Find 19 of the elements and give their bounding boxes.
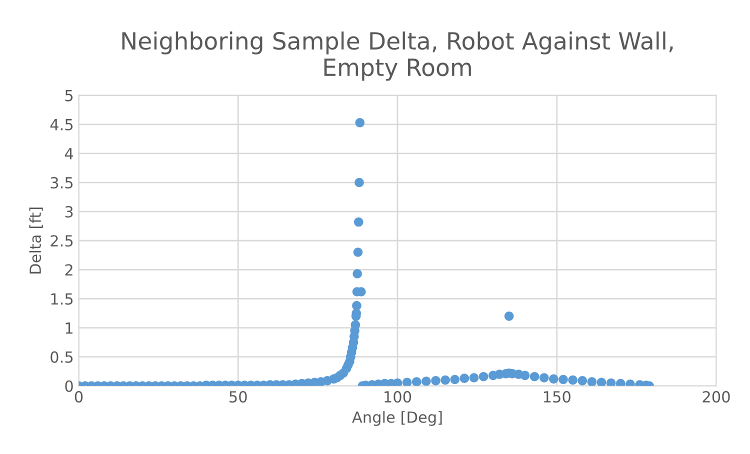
- y-tick-label: 2.5: [50, 235, 73, 247]
- y-tick-label: 3: [65, 206, 73, 218]
- y-tick-label: 2: [65, 264, 72, 276]
- chart-title: Neighboring Sample Delta, Robot Against Wall, Empty Room: [122, 32, 673, 81]
- x-tick-label: 150: [544, 391, 570, 403]
- x-tick-label: 100: [384, 391, 412, 403]
- y-axis-title: Delta [ft]: [29, 208, 43, 274]
- y-tick-label: 0: [65, 380, 73, 392]
- y-tick-label: 4.5: [50, 119, 73, 130]
- y-tick-label: 5: [65, 90, 73, 102]
- y-tick-label: 1.5: [51, 293, 73, 305]
- y-tick-label: 1: [66, 322, 72, 334]
- x-tick-label: 0: [74, 391, 83, 403]
- x-tick-label: 200: [702, 391, 730, 403]
- y-tick-label: 3.5: [50, 176, 73, 189]
- x-axis-title: Angle [Deg]: [352, 411, 442, 426]
- y-tick-label: 4: [64, 148, 74, 160]
- y-tick-label: 0.5: [50, 351, 73, 363]
- x-tick-label: 50: [230, 391, 247, 403]
